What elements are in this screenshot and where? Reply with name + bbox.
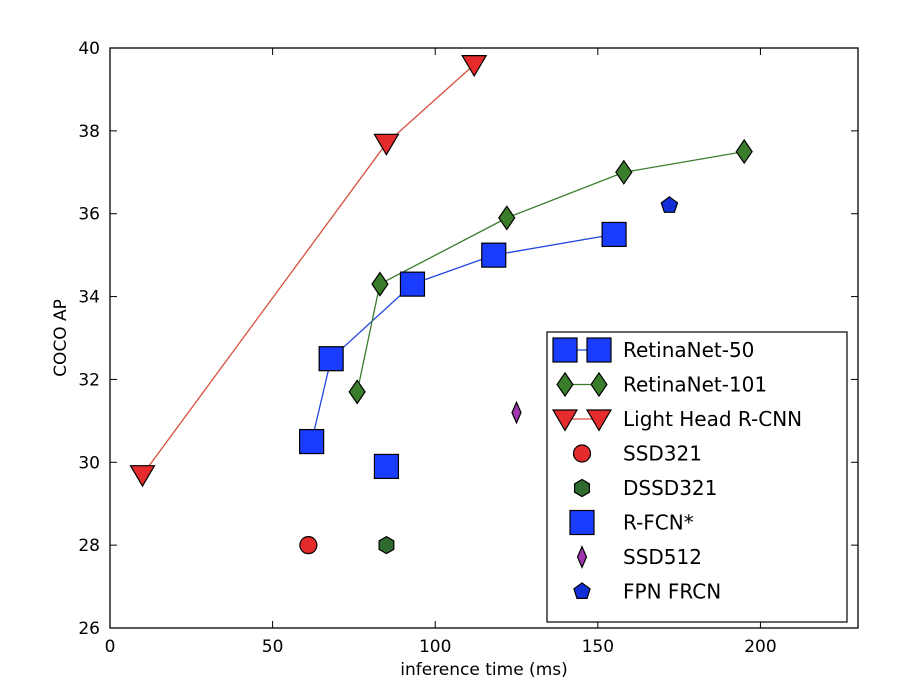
data-point-ssd321-1 [299, 536, 318, 555]
x-tick-label: 50 [262, 637, 284, 657]
y-tick-label: 26 [78, 619, 100, 639]
data-point-light-head-r-cnn-2 [373, 133, 400, 156]
data-point-retinanet-101-3 [498, 205, 516, 231]
y-tick-label: 40 [78, 39, 100, 59]
data-point-retinanet-50-2 [318, 346, 344, 372]
data-point-retinanet-101-1 [348, 379, 366, 405]
data-point-retinanet-101-4 [615, 159, 633, 185]
legend-marker-ssd512 [576, 545, 588, 569]
legend-label-fpn-frcn: FPN FRCN [623, 580, 721, 604]
plot-frame [109, 47, 859, 629]
legend-marker-r-fcn [569, 509, 595, 536]
axis-ticks: 0 50 100 150 200 26 28 30 32 34 36 38 40 [78, 39, 858, 657]
y-tick-label: 30 [78, 453, 100, 473]
data-point-retinanet-101-2 [371, 271, 389, 297]
legend-marker-light-head-r-cnn [551, 409, 579, 432]
data-point-light-head-r-cnn-1 [129, 465, 156, 488]
data-point-retinanet-101-5 [735, 138, 753, 165]
data-point-fpn-frcn-1 [660, 196, 679, 213]
y-tick-label: 36 [78, 205, 100, 225]
legend-marker-light-head-r-cnn [585, 409, 613, 432]
legend-marker-retinanet-101 [556, 371, 574, 398]
legend-marker-fpn-frcn [573, 582, 591, 600]
data-point-r-fcn-1 [373, 453, 400, 480]
x-tick-label: 150 [582, 637, 614, 657]
data-point-ssd512-1 [511, 400, 522, 425]
plot-series [129, 54, 753, 555]
legend-marker-ssd321 [572, 444, 592, 463]
legend-marker-retinanet-101 [590, 371, 608, 398]
legend-label-r-fcn: R-FCN* [623, 511, 694, 535]
x-tick-label: 100 [419, 637, 451, 657]
x-tick-label: 200 [744, 637, 776, 657]
legend-label-retinanet-50: RetinaNet-50 [623, 338, 754, 362]
data-point-retinanet-50-3 [399, 271, 426, 297]
y-tick-label: 38 [78, 122, 100, 142]
data-point-dssd321-1 [378, 535, 395, 555]
legend-marker-retinanet-50 [552, 337, 578, 363]
y-axis-label: COCO AP [51, 299, 71, 377]
x-axis-label: inference time (ms) [400, 660, 568, 680]
data-point-retinanet-50-4 [481, 242, 507, 268]
y-tick-label: 28 [78, 536, 100, 556]
x-tick-label: 0 [105, 637, 116, 657]
legend-marker-dssd321 [573, 478, 591, 498]
legend-label-ssd321: SSD321 [623, 442, 702, 466]
y-tick-label: 34 [78, 288, 100, 308]
legend: RetinaNet-50 RetinaNet-101 Light Head R-CN… [546, 331, 848, 623]
legend-marker-retinanet-50 [586, 337, 612, 363]
legend-label-ssd512: SSD512 [623, 545, 702, 569]
legend-label-dssd321: DSSD321 [623, 476, 717, 500]
y-tick-label: 32 [78, 370, 100, 390]
legend-label-retinanet-101: RetinaNet-101 [623, 373, 767, 397]
data-point-light-head-r-cnn-3 [461, 54, 488, 78]
legend-label-light-head-r-cnn: Light Head R-CNN [623, 407, 802, 431]
data-point-retinanet-50-1 [299, 428, 325, 455]
data-point-retinanet-50-5 [601, 221, 627, 248]
